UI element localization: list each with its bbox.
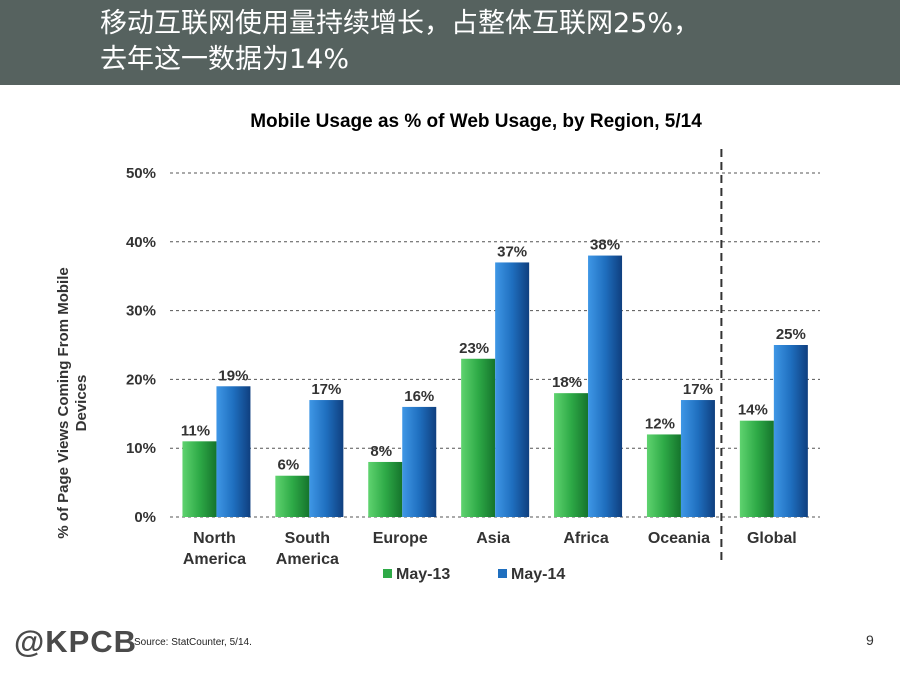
y-tick-label: 0% <box>134 509 156 526</box>
bar-may-13-2 <box>368 461 403 517</box>
y-tick-label: 50% <box>126 165 156 182</box>
data-label: 11% <box>181 422 210 439</box>
y-axis-title-line-2: Devices <box>73 375 90 432</box>
category-label: Oceania <box>648 530 710 547</box>
data-labels: 11% 6% 8% 23% 18% 12% 14% 19% 17% 16% 37% 38% 17% 25% <box>181 237 806 474</box>
category-label: North <box>193 530 236 547</box>
bar-may-13-5 <box>646 434 681 517</box>
chart-title: Mobile Usage as % of Web Usage, by Regio… <box>250 111 702 132</box>
y-tick-labels: 0% 10% 20% 30% 40% 50% <box>126 165 156 526</box>
category-label: America <box>276 551 339 568</box>
headline-line-1: 移动互联网使用量持续增长，占整体互联网25%， <box>100 8 701 39</box>
bars <box>182 255 808 517</box>
bar-may-13-0 <box>182 441 217 517</box>
y-tick-label: 20% <box>126 371 156 388</box>
bar-may-14-2 <box>402 406 437 517</box>
bar-may-13-4 <box>554 393 589 517</box>
category-labels: North America South America Europe Asia Africa… <box>183 530 797 568</box>
data-label: 16% <box>404 388 434 405</box>
y-tick-label: 30% <box>126 303 156 320</box>
category-label: Asia <box>476 530 510 547</box>
y-axis-title-line-1: % of Page Views Coming From Mobile <box>55 267 72 538</box>
bar-may-14-1 <box>309 400 344 517</box>
category-label: Europe <box>373 530 428 547</box>
bar-may-14-6 <box>773 345 808 517</box>
category-label: America <box>183 551 246 568</box>
legend-swatch-may-13 <box>383 569 392 578</box>
page-number: 9 <box>866 632 874 648</box>
data-label: 38% <box>590 237 620 254</box>
legend-label-may-13: May-13 <box>396 566 450 583</box>
data-label: 6% <box>278 457 300 474</box>
bar-may-13-1 <box>275 475 310 517</box>
data-label: 25% <box>776 326 806 343</box>
bar-chart: 0% 10% 20% 30% 40% 50% 11% 6% 8% 23% 18% 12% 14% 19%… <box>55 111 820 583</box>
bar-may-13-6 <box>739 420 774 517</box>
data-label: 37% <box>497 243 527 260</box>
bar-may-14-0 <box>216 386 251 517</box>
legend-label-may-14: May-14 <box>511 566 565 583</box>
data-label: 17% <box>311 381 341 398</box>
data-label: 8% <box>370 443 392 460</box>
grid-lines <box>170 149 820 565</box>
data-label: 17% <box>683 381 713 398</box>
bar-may-14-3 <box>495 262 530 517</box>
bar-may-14-5 <box>680 400 715 517</box>
legend: May-13 May-14 <box>383 566 565 583</box>
data-label: 12% <box>645 415 675 432</box>
y-tick-label: 40% <box>126 234 156 251</box>
source-note: Source: StatCounter, 5/14. <box>134 637 252 648</box>
legend-swatch-may-14 <box>498 569 507 578</box>
y-axis-title: % of Page Views Coming From Mobile Devic… <box>55 267 90 538</box>
category-label: Africa <box>563 530 608 547</box>
bar-may-13-3 <box>461 358 496 517</box>
headline-line-2: 去年这一数据为14% <box>100 44 350 75</box>
data-label: 23% <box>459 340 489 357</box>
data-label: 19% <box>218 367 248 384</box>
kpcb-logo: @KPCB <box>14 624 138 659</box>
category-label: South <box>285 530 330 547</box>
data-label: 14% <box>738 402 768 419</box>
data-label: 18% <box>552 374 582 391</box>
header-bar: 移动互联网使用量持续增长，占整体互联网25%， 去年这一数据为14% <box>0 0 900 85</box>
category-label: Global <box>747 530 797 547</box>
y-tick-label: 10% <box>126 440 156 457</box>
bar-may-14-4 <box>588 255 623 517</box>
